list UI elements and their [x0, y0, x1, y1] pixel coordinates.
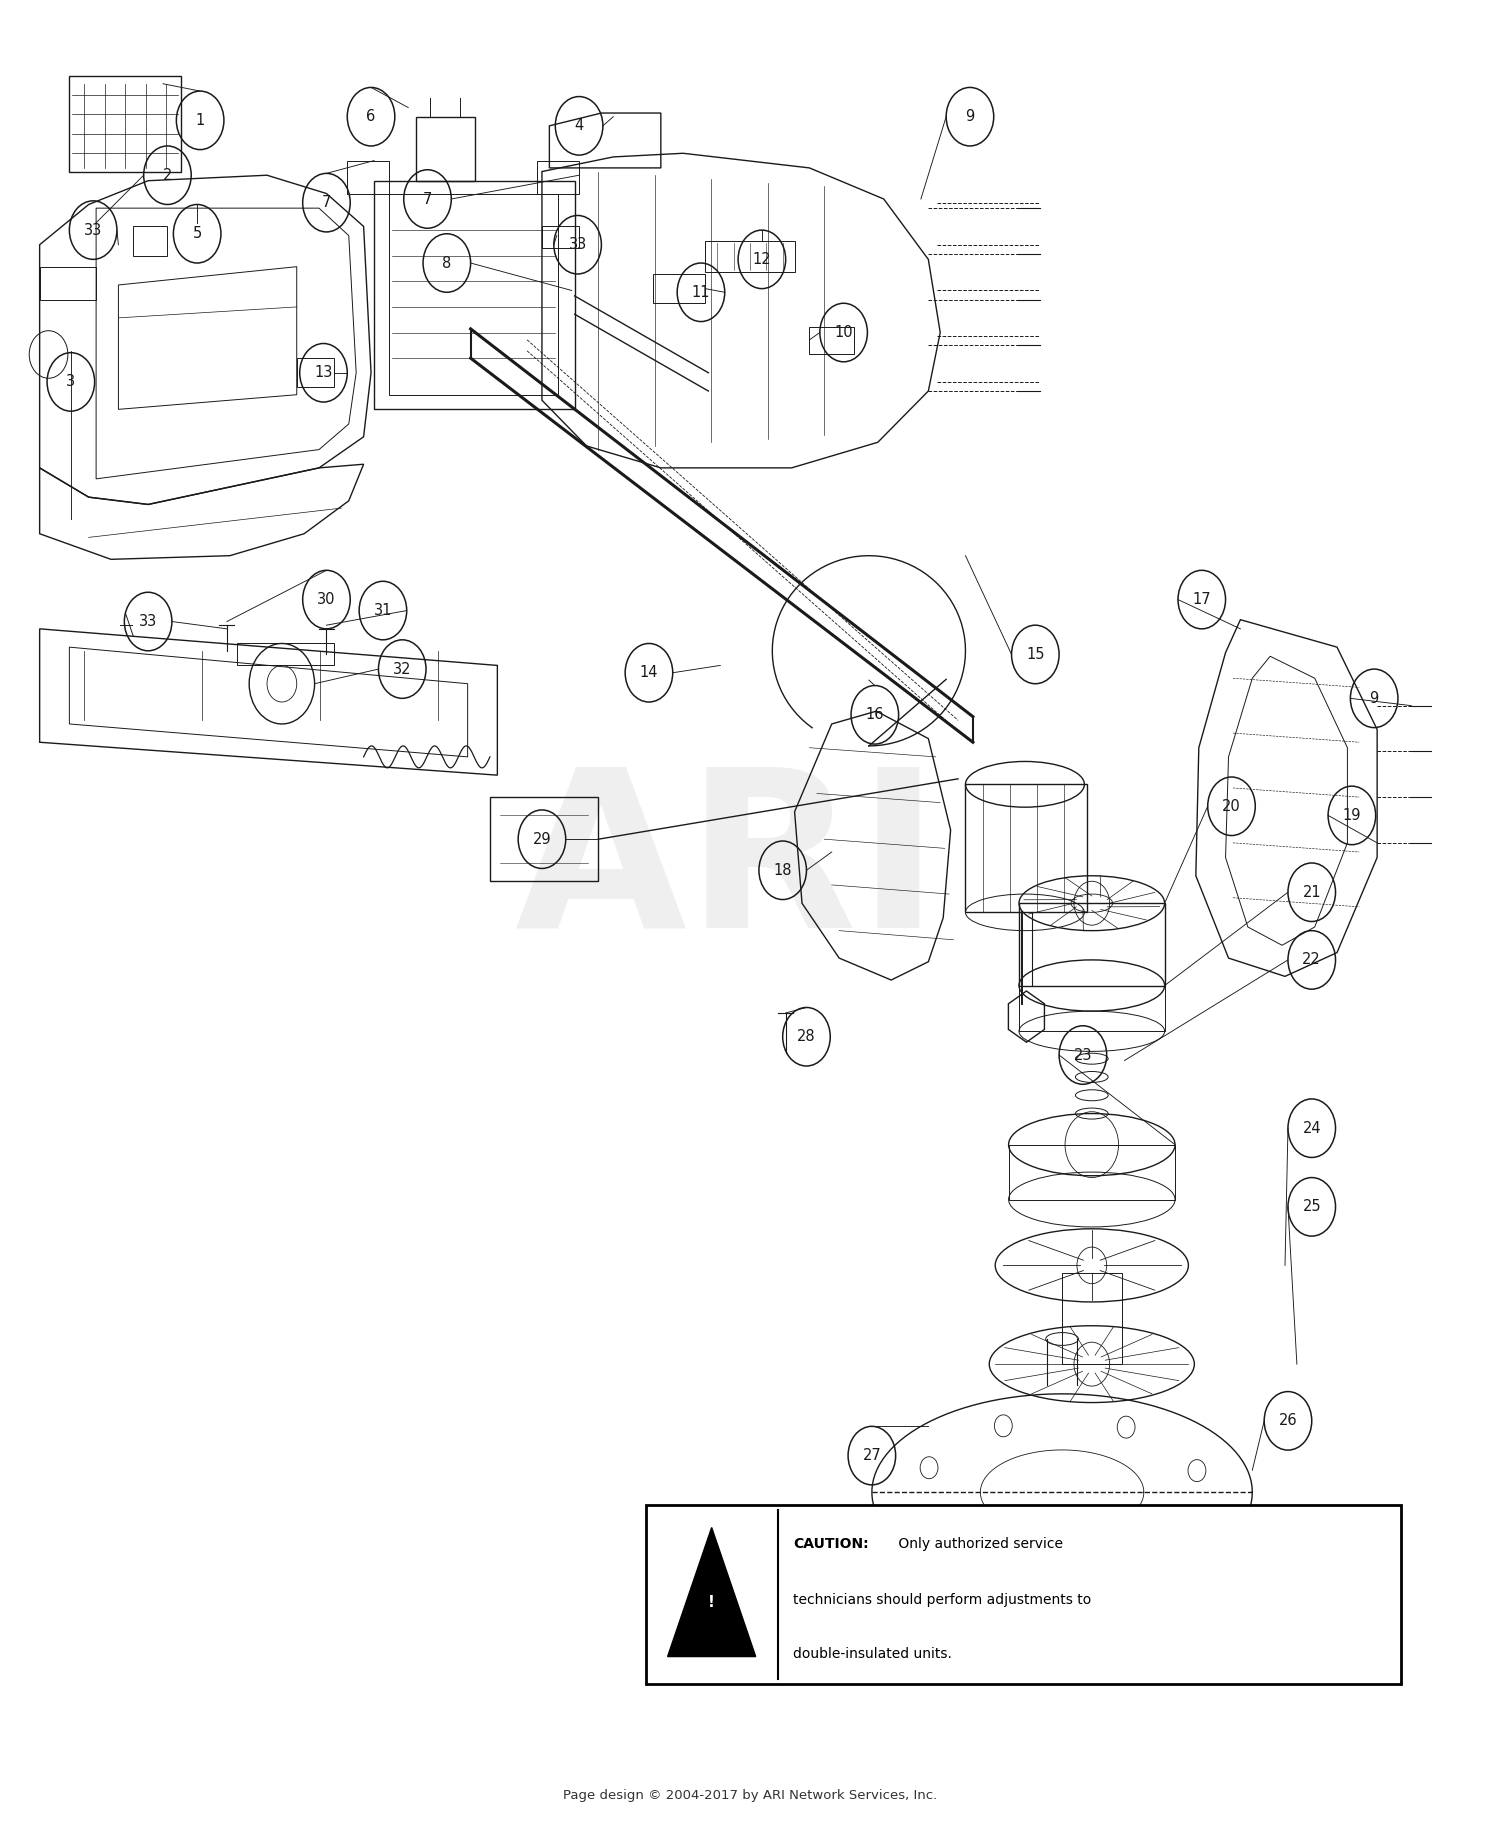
Polygon shape — [668, 1528, 756, 1657]
Text: 19: 19 — [1342, 807, 1360, 824]
Text: 14: 14 — [639, 665, 658, 680]
Text: CAUTION:: CAUTION: — [794, 1537, 868, 1552]
Text: 8: 8 — [442, 256, 452, 271]
Text: 25: 25 — [1302, 1200, 1322, 1215]
Text: 28: 28 — [796, 1028, 816, 1045]
FancyBboxPatch shape — [646, 1506, 1401, 1685]
Text: 33: 33 — [568, 238, 586, 252]
Text: 7: 7 — [322, 195, 332, 210]
Text: 9: 9 — [966, 109, 975, 123]
Text: 20: 20 — [1222, 798, 1240, 815]
Text: 4: 4 — [574, 118, 584, 133]
Text: 27: 27 — [862, 1449, 880, 1463]
Text: !: ! — [708, 1594, 716, 1609]
Text: 17: 17 — [1192, 592, 1210, 606]
Text: 33: 33 — [140, 614, 158, 628]
Text: 3: 3 — [66, 374, 75, 389]
Text: 2: 2 — [164, 168, 172, 182]
Text: 18: 18 — [774, 863, 792, 877]
Text: 33: 33 — [84, 223, 102, 238]
Text: 23: 23 — [1074, 1047, 1092, 1063]
Text: 15: 15 — [1026, 647, 1044, 662]
Text: 10: 10 — [834, 324, 854, 339]
Text: 29: 29 — [532, 831, 552, 846]
Text: 5: 5 — [192, 227, 202, 241]
Text: 11: 11 — [692, 286, 709, 300]
Text: 9: 9 — [1370, 691, 1378, 706]
Text: double-insulated units.: double-insulated units. — [794, 1648, 952, 1661]
Text: 13: 13 — [315, 365, 333, 380]
Text: 1: 1 — [195, 112, 206, 127]
Text: 7: 7 — [423, 192, 432, 206]
Text: 6: 6 — [366, 109, 375, 123]
Text: technicians should perform adjustments to: technicians should perform adjustments t… — [794, 1592, 1092, 1607]
Text: 12: 12 — [753, 252, 771, 267]
Text: Only authorized service: Only authorized service — [894, 1537, 1064, 1552]
Text: 21: 21 — [1302, 885, 1322, 899]
Text: 30: 30 — [316, 592, 336, 606]
Text: 24: 24 — [1302, 1121, 1322, 1135]
Text: ARI: ARI — [514, 759, 940, 973]
Text: 22: 22 — [1302, 953, 1322, 968]
Text: 31: 31 — [374, 603, 392, 617]
Text: 32: 32 — [393, 662, 411, 676]
Text: Page design © 2004-2017 by ARI Network Services, Inc.: Page design © 2004-2017 by ARI Network S… — [562, 1790, 938, 1802]
Text: 16: 16 — [865, 708, 883, 722]
Text: 26: 26 — [1278, 1414, 1298, 1428]
